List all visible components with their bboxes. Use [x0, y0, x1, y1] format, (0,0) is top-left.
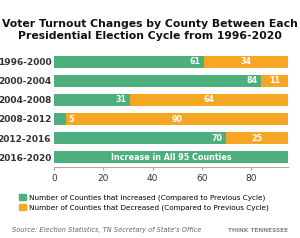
Bar — [54, 113, 66, 125]
Bar — [204, 56, 288, 68]
Bar — [54, 75, 261, 87]
Text: 90: 90 — [172, 114, 183, 124]
Bar — [54, 151, 288, 163]
Bar — [54, 132, 226, 144]
Bar — [130, 94, 288, 106]
Text: 34: 34 — [241, 57, 252, 66]
Text: Voter Turnout Changes by County Between Each
Presidential Election Cycle from 19: Voter Turnout Changes by County Between … — [2, 19, 298, 41]
Text: 84: 84 — [246, 76, 257, 85]
Text: Increase in All 95 Counties: Increase in All 95 Counties — [111, 153, 231, 162]
Text: 25: 25 — [252, 134, 263, 143]
Text: 11: 11 — [269, 76, 280, 85]
Text: 31: 31 — [116, 95, 127, 104]
Text: Source: Election Statistics, TN Secretary of State's Office: Source: Election Statistics, TN Secretar… — [12, 227, 201, 233]
Bar — [66, 113, 288, 125]
Bar — [261, 75, 288, 87]
Text: 61: 61 — [190, 57, 201, 66]
Bar — [54, 56, 204, 68]
Legend: Number of Counties that Increased (Compared to Previous Cycle), Number of Counti: Number of Counties that Increased (Compa… — [19, 194, 269, 211]
Text: 64: 64 — [204, 95, 215, 104]
Text: 5: 5 — [69, 114, 74, 124]
Bar — [226, 132, 288, 144]
Text: 70: 70 — [212, 134, 223, 143]
Bar — [54, 94, 130, 106]
Text: THINK TENNESSEE: THINK TENNESSEE — [228, 228, 288, 233]
